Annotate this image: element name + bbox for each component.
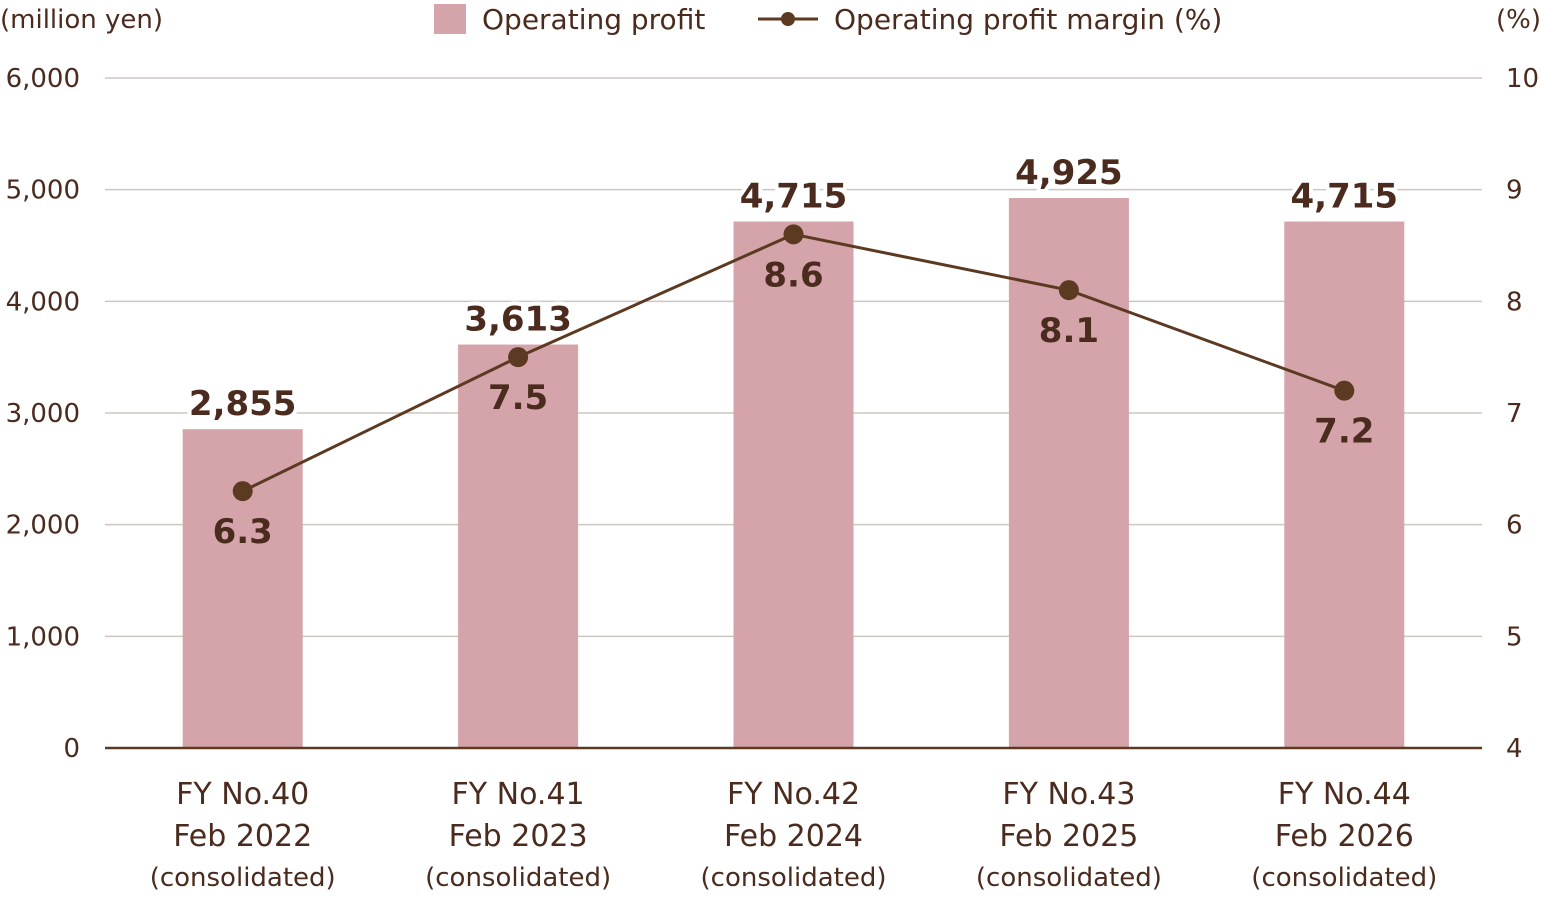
bar-value-label: 4,715 [740, 176, 848, 216]
margin-point [783, 224, 804, 245]
margin-line [232, 224, 1355, 502]
legend-operating-profit: Operating profit [482, 3, 705, 36]
bar [733, 221, 854, 748]
margin-point [1334, 380, 1355, 401]
data-labels: 2,855 3,613 4,715 4,925 4,715 6.3 7.5 8.6 8.1 7.2 [185, 149, 1402, 552]
bars [182, 198, 1405, 748]
axes: 0 1,000 2,000 3,000 4,000 5,000 6,000 4 5 6 7 8 9 10 F… [6, 64, 1540, 893]
left-tick-label: 6,000 [6, 64, 80, 94]
bar-value-label: 4,925 [1015, 153, 1123, 193]
legend: Operating profit Operating profit margin… [434, 3, 1222, 36]
margin-value-label: 6.3 [213, 512, 273, 552]
right-axis-unit: (%) [1496, 5, 1541, 35]
category-period-label: Feb 2024 [724, 819, 863, 854]
category-period-label: Feb 2025 [999, 819, 1138, 854]
right-tick-label: 10 [1506, 64, 1539, 94]
margin-value-label: 7.2 [1314, 412, 1374, 452]
bar [458, 344, 579, 748]
left-tick-label: 1,000 [6, 622, 80, 652]
legend-line-marker [781, 12, 795, 26]
bar-value-label: 2,855 [189, 384, 297, 424]
left-tick-label: 4,000 [6, 287, 80, 317]
margin-point [508, 347, 529, 368]
right-tick-label: 6 [1506, 511, 1523, 541]
bar [1284, 221, 1405, 748]
right-tick-label: 5 [1506, 622, 1523, 652]
legend-operating-profit-margin: Operating profit margin (%) [834, 3, 1222, 36]
left-tick-label: 2,000 [6, 511, 80, 541]
margin-point [232, 481, 253, 502]
left-tick-label: 5,000 [6, 176, 80, 206]
margin-value-label: 7.5 [488, 378, 548, 418]
category-label: FY No.40 [176, 777, 309, 812]
left-tick-label: 0 [63, 734, 80, 764]
category-scope-label: (consolidated) [425, 863, 611, 893]
bar-value-label: 3,613 [464, 300, 572, 340]
category-period-label: Feb 2022 [173, 819, 312, 854]
category-scope-label: (consolidated) [150, 863, 336, 893]
bar-value-label: 4,715 [1291, 176, 1399, 216]
category-label: FY No.42 [727, 777, 860, 812]
left-tick-label: 3,000 [6, 399, 80, 429]
right-tick-label: 7 [1506, 399, 1523, 429]
category-period-label: Feb 2026 [1275, 819, 1414, 854]
category-scope-label: (consolidated) [701, 863, 887, 893]
bar [182, 429, 303, 748]
margin-value-label: 8.1 [1039, 311, 1099, 351]
right-tick-label: 4 [1506, 734, 1523, 764]
right-tick-label: 9 [1506, 176, 1523, 206]
category-label: FY No.43 [1002, 777, 1135, 812]
category-period-label: Feb 2023 [449, 819, 588, 854]
right-tick-label: 8 [1506, 287, 1523, 317]
category-label: FY No.44 [1278, 777, 1411, 812]
category-label: FY No.41 [452, 777, 585, 812]
category-scope-label: (consolidated) [976, 863, 1162, 893]
margin-point [1058, 280, 1079, 301]
margin-value-label: 8.6 [763, 255, 823, 295]
category-scope-label: (consolidated) [1251, 863, 1437, 893]
left-axis-unit: (million yen) [0, 5, 163, 35]
legend-bar-swatch [434, 4, 466, 34]
